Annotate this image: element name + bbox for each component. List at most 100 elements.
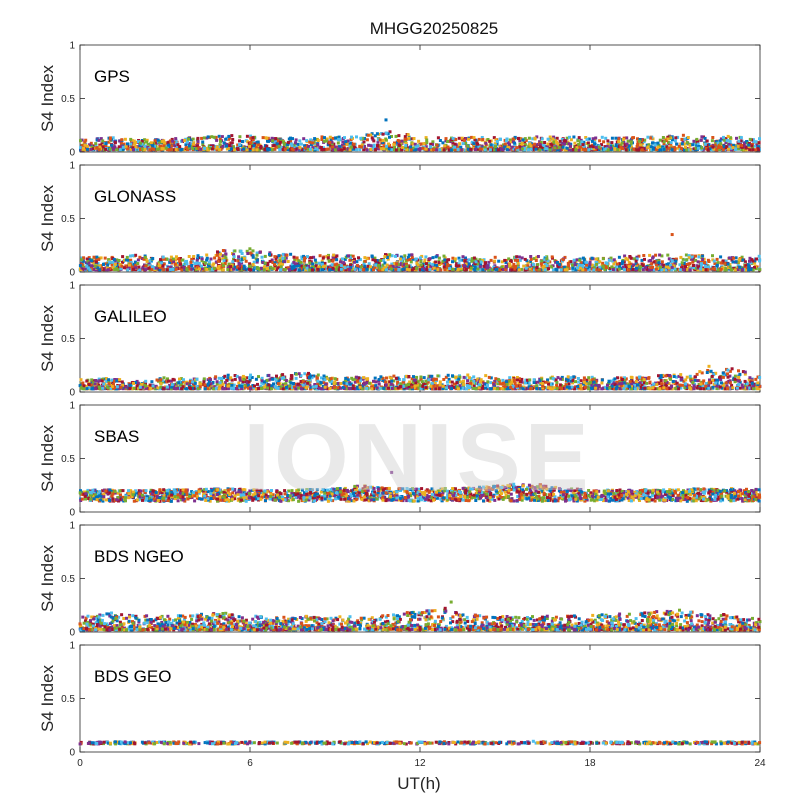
s4-point (329, 136, 332, 139)
s4-point (259, 251, 262, 254)
s4-point (679, 256, 682, 259)
s4-point (374, 264, 377, 267)
s4-point (311, 262, 314, 265)
s4-point (246, 252, 249, 255)
s4-point (113, 146, 116, 149)
s4-point (551, 138, 554, 141)
s4-point (304, 146, 307, 149)
s4-point (489, 148, 492, 151)
s4-point (162, 256, 165, 259)
s4-point (612, 263, 615, 266)
s4-point (434, 261, 437, 264)
s4-point (246, 135, 249, 138)
s4-point (728, 143, 731, 146)
s4-point (255, 148, 258, 151)
s4-point (174, 137, 177, 140)
s4-point (110, 144, 113, 147)
s4-point (298, 264, 301, 267)
s4-point (621, 141, 624, 144)
s4-point (95, 260, 98, 263)
s4-point (432, 256, 435, 259)
s4-point (635, 267, 638, 270)
s4-point (704, 137, 707, 140)
s4-point (248, 265, 251, 268)
s4-point (139, 142, 142, 145)
s4-point (278, 148, 281, 151)
s4-point (551, 255, 554, 258)
s4-point (552, 268, 555, 271)
s4-point (328, 260, 331, 263)
s4-point (740, 144, 743, 147)
s4-point (454, 138, 457, 141)
s4-point (106, 264, 109, 267)
s4-point (243, 267, 246, 270)
s4-point (175, 148, 178, 151)
s4-point (151, 265, 154, 268)
s4-point (226, 268, 229, 271)
s4-point (278, 254, 281, 257)
s4-point (238, 139, 241, 142)
s4-point (324, 262, 327, 265)
s4-point (267, 140, 270, 143)
s4-point (397, 268, 400, 271)
s4-point (629, 256, 632, 259)
s4-point (395, 148, 398, 151)
s4-point (508, 262, 511, 265)
s4-point (367, 134, 370, 137)
s4-point (366, 148, 369, 151)
s4-point (601, 136, 604, 139)
s4-point (661, 260, 664, 263)
s4-point (428, 268, 431, 271)
s4-point (414, 148, 417, 151)
s4-point (606, 262, 609, 265)
y-tick-label: 1 (69, 281, 75, 292)
s4-point (701, 258, 704, 261)
s4-point (89, 268, 92, 271)
s4-point (638, 268, 641, 271)
s4-point (224, 253, 227, 256)
s4-point (381, 268, 384, 271)
s4-point (273, 255, 276, 258)
s4-point (555, 268, 558, 271)
s4-point (451, 260, 454, 263)
s4-point (670, 141, 673, 144)
s4-point (90, 148, 93, 151)
s4-point (382, 259, 385, 262)
s4-point (231, 138, 234, 141)
s4-point (469, 148, 472, 151)
s4-point (363, 140, 366, 143)
s4-point (126, 268, 129, 271)
s4-point (331, 146, 334, 149)
s4-point (222, 268, 225, 271)
s4-point (592, 137, 595, 140)
y-tick-label: 0.5 (61, 214, 75, 225)
s4-point (644, 266, 647, 269)
s4-point (348, 268, 351, 271)
s4-point (138, 268, 141, 271)
s4-point (263, 148, 266, 151)
s4-point (411, 268, 414, 271)
s4-point (506, 148, 509, 151)
s4-point (595, 146, 598, 149)
s4-point (585, 261, 588, 264)
s4-point (737, 145, 740, 148)
s4-point (335, 254, 338, 257)
s4-point (425, 139, 428, 142)
s4-point (649, 136, 652, 139)
axes-box (80, 45, 760, 152)
s4-point (683, 268, 686, 271)
s4-point (322, 257, 325, 260)
s4-point (224, 138, 227, 141)
s4-point (688, 262, 691, 265)
s4-point (84, 139, 87, 142)
s4-point (415, 258, 418, 261)
s4-point (410, 253, 413, 256)
s4-point (466, 145, 469, 148)
s4-point (155, 267, 158, 270)
s4-point (192, 143, 195, 146)
s4-point (612, 268, 615, 271)
s4-point (322, 265, 325, 268)
s4-point (433, 267, 436, 270)
s4-point (280, 265, 283, 268)
